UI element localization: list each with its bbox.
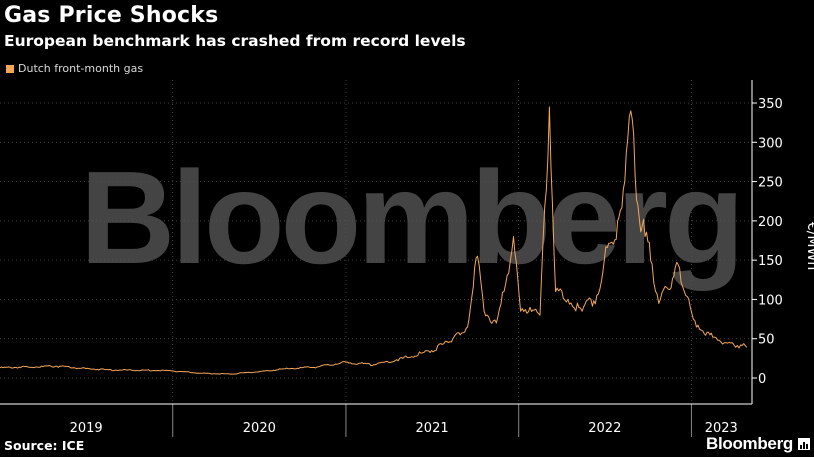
source-note: Source: ICE: [4, 438, 85, 453]
y-tick-label: 50: [758, 333, 775, 348]
chart-subtitle: European benchmark has crashed from reco…: [4, 32, 466, 50]
series-line: [0, 106, 748, 375]
y-axis-label: €/MWh: [804, 221, 814, 271]
y-tick-label: 150: [758, 254, 783, 269]
x-tick-label: 2020: [243, 421, 276, 436]
brand-name: Bloomberg: [705, 434, 793, 453]
legend-swatch: [6, 64, 14, 73]
x-tick-label: 2023: [705, 421, 738, 436]
chart-title: Gas Price Shocks: [4, 3, 219, 28]
legend-label: Dutch front-month gas: [18, 62, 144, 75]
x-tick-label: 2021: [416, 421, 449, 436]
y-tick-label: 0: [758, 372, 766, 387]
y-tick-label: 200: [758, 215, 783, 230]
y-tick-label: 250: [758, 176, 783, 191]
x-tick-label: 2022: [588, 421, 621, 436]
bar-chart-icon: [798, 438, 810, 450]
bloomberg-brand: Bloomberg: [706, 434, 810, 454]
legend: Dutch front-month gas: [6, 62, 143, 75]
x-tick-label: 2019: [70, 421, 103, 436]
y-tick-label: 300: [758, 136, 783, 151]
bloomberg-watermark: Bloomberg: [80, 144, 745, 291]
y-tick-label: 100: [758, 293, 783, 308]
y-tick-label: 350: [758, 97, 783, 112]
